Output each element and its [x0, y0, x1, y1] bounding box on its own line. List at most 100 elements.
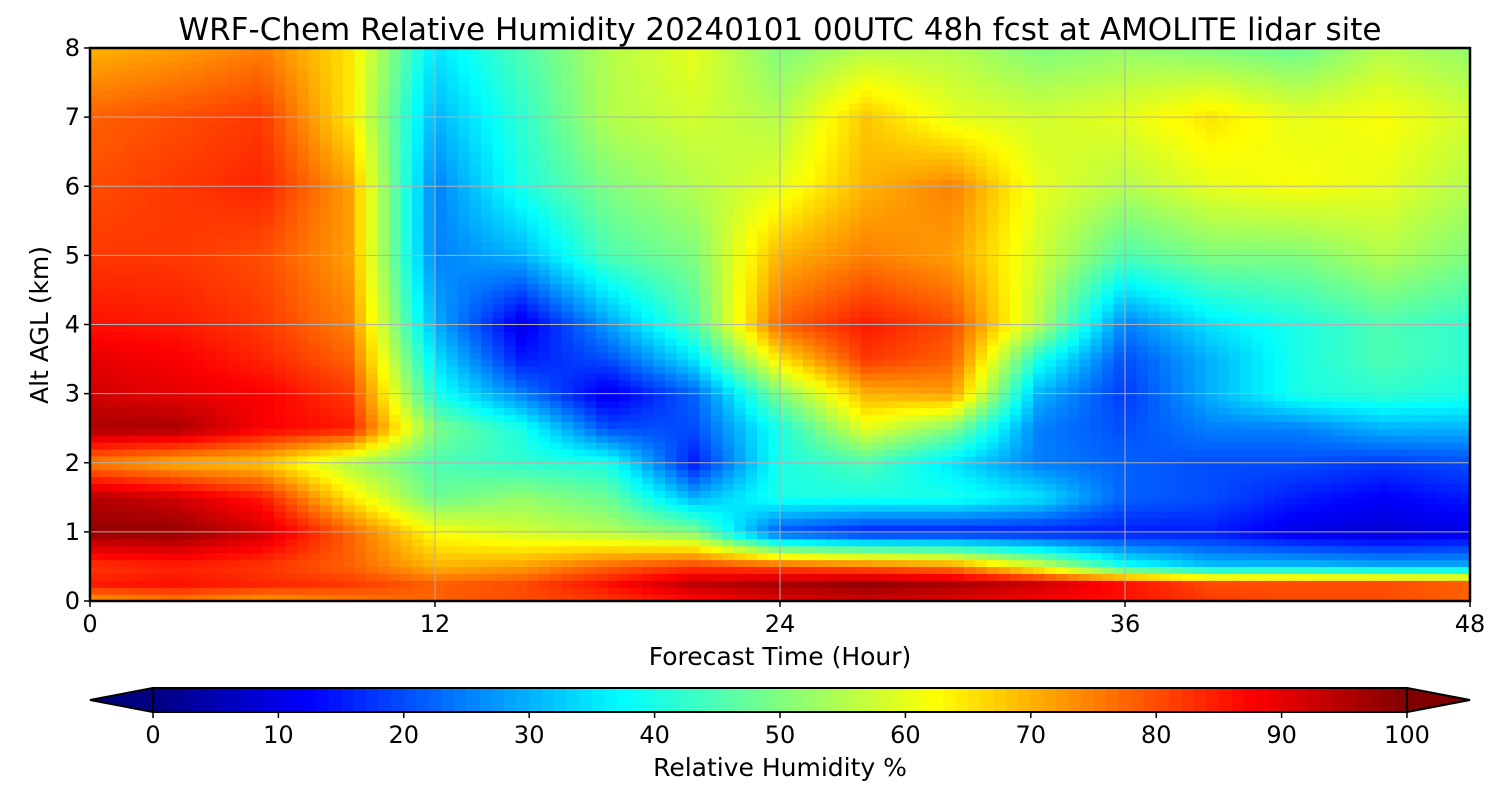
heatmap-cell: [1171, 511, 1184, 519]
heatmap-cell: [366, 359, 379, 367]
heatmap-cell: [757, 448, 770, 457]
heatmap-cell: [136, 497, 149, 505]
heatmap-cell: [573, 379, 586, 388]
heatmap-cell: [1435, 379, 1448, 388]
heatmap-cell: [872, 435, 885, 443]
heatmap-cell: [918, 324, 931, 333]
heatmap-cell: [998, 428, 1011, 436]
heatmap-cell: [1263, 518, 1276, 526]
heatmap-cell: [274, 386, 287, 395]
heatmap-cell: [918, 462, 931, 471]
heatmap-cell: [205, 587, 218, 595]
heatmap-cell: [481, 345, 494, 353]
heatmap-cell: [1125, 594, 1138, 602]
heatmap-cell: [1159, 435, 1172, 443]
heatmap-cell: [1424, 435, 1437, 443]
heatmap-cell: [274, 407, 287, 415]
heatmap-cell: [1125, 345, 1138, 353]
heatmap-cell: [699, 538, 712, 547]
heatmap-cell: [1033, 379, 1046, 388]
heatmap-cell: [515, 407, 528, 415]
heatmap-cell: [837, 400, 850, 409]
heatmap-cell: [1010, 455, 1023, 464]
heatmap-cell: [1274, 497, 1287, 505]
heatmap-cell: [481, 559, 494, 568]
heatmap-cell: [113, 442, 126, 450]
heatmap-cell: [642, 545, 655, 554]
heatmap-cell: [366, 421, 379, 429]
heatmap-cell: [285, 580, 298, 588]
heatmap-cell: [1332, 511, 1345, 519]
heatmap-cell: [642, 428, 655, 436]
heatmap-cell: [124, 372, 137, 381]
heatmap-cell: [515, 386, 528, 395]
heatmap-cell: [791, 566, 804, 574]
heatmap-cell: [573, 559, 586, 568]
heatmap-cell: [1010, 338, 1023, 346]
heatmap-cell: [987, 531, 1000, 540]
heatmap-cell: [446, 566, 459, 574]
heatmap-cell: [1355, 490, 1368, 498]
heatmap-cell: [1286, 379, 1299, 388]
heatmap-cell: [964, 365, 977, 374]
heatmap-cell: [688, 386, 701, 395]
heatmap-cell: [768, 587, 781, 595]
heatmap-cell: [1090, 359, 1103, 367]
heatmap-cell: [389, 511, 402, 519]
heatmap-cell: [228, 317, 241, 326]
heatmap-cell: [561, 310, 574, 319]
heatmap-cell: [1297, 594, 1310, 602]
heatmap-cell: [228, 504, 241, 512]
heatmap-cell: [1401, 386, 1414, 395]
heatmap-cell: [1159, 359, 1172, 367]
heatmap-cell: [780, 400, 793, 409]
heatmap-cell: [906, 573, 919, 581]
heatmap-cell: [929, 421, 942, 429]
heatmap-cell: [699, 497, 712, 505]
heatmap-cell: [1056, 407, 1069, 415]
heatmap-cell: [987, 448, 1000, 457]
heatmap-cell: [1228, 504, 1241, 512]
heatmap-cell: [1355, 594, 1368, 602]
heatmap-cell: [1401, 455, 1414, 464]
heatmap-cell: [170, 497, 183, 505]
heatmap-cell: [1447, 455, 1460, 464]
heatmap-cell: [768, 365, 781, 374]
heatmap-cell: [975, 559, 988, 568]
heatmap-cell: [1056, 455, 1069, 464]
heatmap-cell: [400, 476, 413, 485]
heatmap-cell: [1194, 421, 1207, 429]
heatmap-cell: [492, 594, 505, 602]
heatmap-cell: [1320, 379, 1333, 388]
heatmap-cell: [619, 490, 632, 498]
heatmap-cell: [975, 497, 988, 505]
heatmap-cell: [182, 566, 195, 574]
heatmap-cell: [941, 379, 954, 388]
heatmap-cell: [435, 566, 448, 574]
heatmap-cell: [1125, 462, 1138, 471]
heatmap-cell: [1194, 545, 1207, 554]
heatmap-cell: [446, 538, 459, 547]
heatmap-cell: [1401, 559, 1414, 568]
heatmap-cell: [895, 448, 908, 457]
heatmap-cell: [665, 345, 678, 353]
heatmap-cell: [389, 393, 402, 402]
heatmap-cell: [389, 462, 402, 471]
heatmap-cell: [1125, 524, 1138, 533]
heatmap-cell: [1286, 469, 1299, 478]
heatmap-cell: [722, 435, 735, 443]
heatmap-cell: [1228, 393, 1241, 402]
heatmap-cell: [630, 338, 643, 346]
heatmap-cell: [1332, 566, 1345, 574]
heatmap-cell: [1113, 531, 1126, 540]
heatmap-cell: [998, 407, 1011, 415]
heatmap-cell: [826, 352, 839, 360]
heatmap-cell: [803, 393, 816, 402]
heatmap-cell: [504, 345, 517, 353]
heatmap-cell: [757, 587, 770, 595]
heatmap-cell: [895, 587, 908, 595]
heatmap-cell: [366, 310, 379, 319]
heatmap-cell: [929, 414, 942, 422]
heatmap-cell: [699, 400, 712, 409]
heatmap-cell: [1320, 352, 1333, 360]
